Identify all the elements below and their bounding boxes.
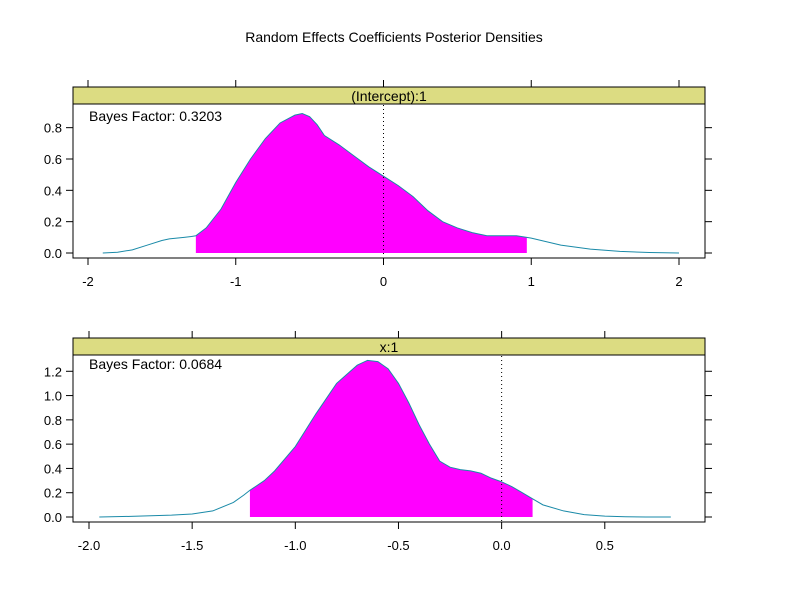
y-tick-label-x: 1.2 — [44, 364, 62, 379]
y-tick-label-intercept: 0.6 — [44, 152, 62, 167]
y-tick-label-intercept: 0.2 — [44, 215, 62, 230]
x-tick-label-x: 0.0 — [493, 538, 511, 553]
y-tick-label-x: 1.0 — [44, 389, 62, 404]
chart-title: Random Effects Coefficients Posterior De… — [245, 29, 543, 45]
panel-intercept: (Intercept):1 Bayes Factor: 0.3203 — [72, 86, 706, 259]
x-tick-label-intercept: 1 — [528, 274, 535, 289]
plot-area-intercept — [72, 103, 706, 259]
x-tick-label-x: -1.5 — [181, 538, 203, 553]
bayes-factor-x: Bayes Factor: 0.0684 — [89, 356, 222, 372]
y-tick-label-x: 0.8 — [44, 413, 62, 428]
x-tick-label-intercept: 2 — [675, 274, 682, 289]
y-tick-label-x: 0.2 — [44, 486, 62, 501]
strip-label-intercept: (Intercept):1 — [351, 88, 427, 104]
panel-x: x:1 Bayes Factor: 0.0684 — [72, 337, 706, 523]
x-tick-label-x: -2.0 — [78, 538, 100, 553]
plot-area-x — [72, 354, 706, 523]
x-tick-label-x: -0.5 — [387, 538, 409, 553]
x-tick-label-x: 0.5 — [596, 538, 614, 553]
y-tick-label-x: 0.4 — [44, 461, 62, 476]
y-tick-label-intercept: 0.8 — [44, 121, 62, 136]
density-line-intercept — [102, 113, 680, 254]
y-tick-label-x: 0.6 — [44, 437, 62, 452]
y-tick-label-intercept: 0.4 — [44, 183, 62, 198]
y-tick-label-x: 0.0 — [44, 510, 62, 525]
bayes-factor-intercept: Bayes Factor: 0.3203 — [89, 108, 222, 124]
x-tick-label-intercept: -2 — [82, 274, 94, 289]
density-group-intercept: -2 -1 0 1 2 0.0 0.2 0.4 0.6 0.8 — [44, 80, 712, 289]
shaded-interval-x — [249, 360, 533, 517]
x-tick-label-intercept: -1 — [230, 274, 242, 289]
shaded-interval-intercept — [195, 113, 527, 253]
x-tick-label-intercept: 0 — [380, 274, 387, 289]
x-tick-label-x: -1.0 — [284, 538, 306, 553]
strip-label-x: x:1 — [380, 339, 399, 355]
density-group-x: -2.0 -1.5 -1.0 -0.5 0.0 0.5 0.0 0.2 0.4 0.6 0.8 1.0… — [44, 331, 712, 553]
y-tick-label-intercept: 0.0 — [44, 246, 62, 261]
density-line-x — [99, 359, 671, 518]
